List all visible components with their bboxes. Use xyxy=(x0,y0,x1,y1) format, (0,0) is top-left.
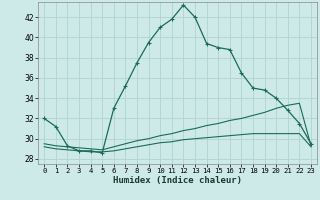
X-axis label: Humidex (Indice chaleur): Humidex (Indice chaleur) xyxy=(113,176,242,185)
